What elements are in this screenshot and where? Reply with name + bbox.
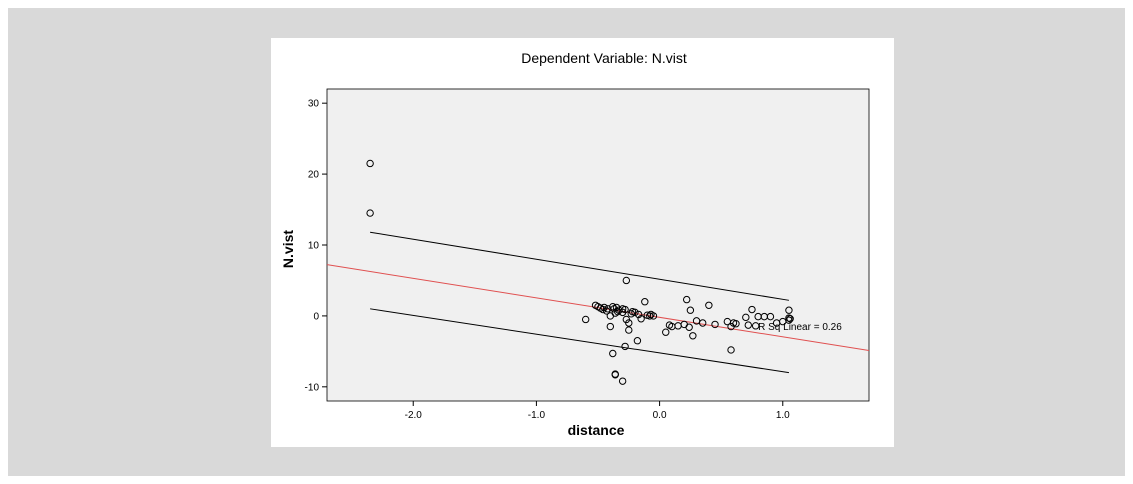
chart-figure: Dependent Variable: N.vist -10 0 10 20 30 -2.… [271,38,894,447]
data-point [618,377,627,385]
data-point [609,349,617,358]
data-point [622,276,631,285]
data-point [366,159,374,168]
scatter-chart: Dependent Variable: N.vist -10 0 10 20 30 -2.… [280,50,870,438]
lower-interval-line [370,308,790,374]
data-point [606,322,615,331]
data-point [625,319,633,327]
x-tick-label: 0.0 [653,410,667,421]
data-point [699,319,707,327]
upper-interval-line [370,231,790,301]
x-axis-label: distance [568,422,625,438]
data-point [634,310,643,319]
data-point [744,321,752,329]
data-point [631,308,639,317]
data-point [742,313,750,322]
data-point [649,312,658,320]
data-point [689,332,697,340]
data-point [662,328,670,336]
data-point [705,301,713,309]
data-point [621,342,629,351]
y-tick-label: 10 [308,241,320,252]
data-point [785,316,793,324]
plot-panel [326,88,870,402]
data-point [611,371,619,379]
data-point [686,306,695,314]
data-point [581,315,590,324]
chart-title: Dependent Variable: N.vist [521,50,687,66]
data-point [732,320,740,328]
y-tick-label: 0 [313,311,319,322]
data-point [625,326,633,334]
data-point [751,322,760,330]
x-tick-label: -1.0 [528,410,546,421]
data-point [641,298,649,306]
y-tick-label: 30 [308,99,320,110]
data-point [785,314,793,322]
x-tick-label: -2.0 [405,410,423,421]
r-squared-annotation: R Sq Linear = 0.26 [758,322,842,333]
data-point [633,337,642,345]
data-point [637,315,645,323]
x-tick-label: 1.0 [776,410,790,421]
data-point [366,209,374,217]
data-point [727,346,735,354]
data-point [748,305,756,314]
data-point [786,315,794,323]
y-tick-label: -10 [305,382,320,393]
data-point [646,312,654,320]
y-tick-label: 20 [308,170,320,181]
data-point [766,312,775,321]
data-point [621,305,629,314]
data-point [685,323,693,331]
data-point [785,306,793,314]
data-point [682,295,691,304]
y-axis-label: N.vist [280,230,296,268]
data-point [711,320,719,329]
